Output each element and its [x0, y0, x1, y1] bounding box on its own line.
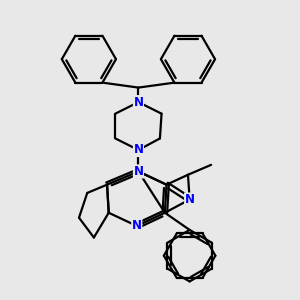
Text: N: N	[132, 220, 142, 232]
Text: N: N	[184, 193, 195, 206]
Text: N: N	[134, 165, 143, 178]
Text: N: N	[134, 96, 143, 109]
Text: N: N	[134, 143, 143, 157]
